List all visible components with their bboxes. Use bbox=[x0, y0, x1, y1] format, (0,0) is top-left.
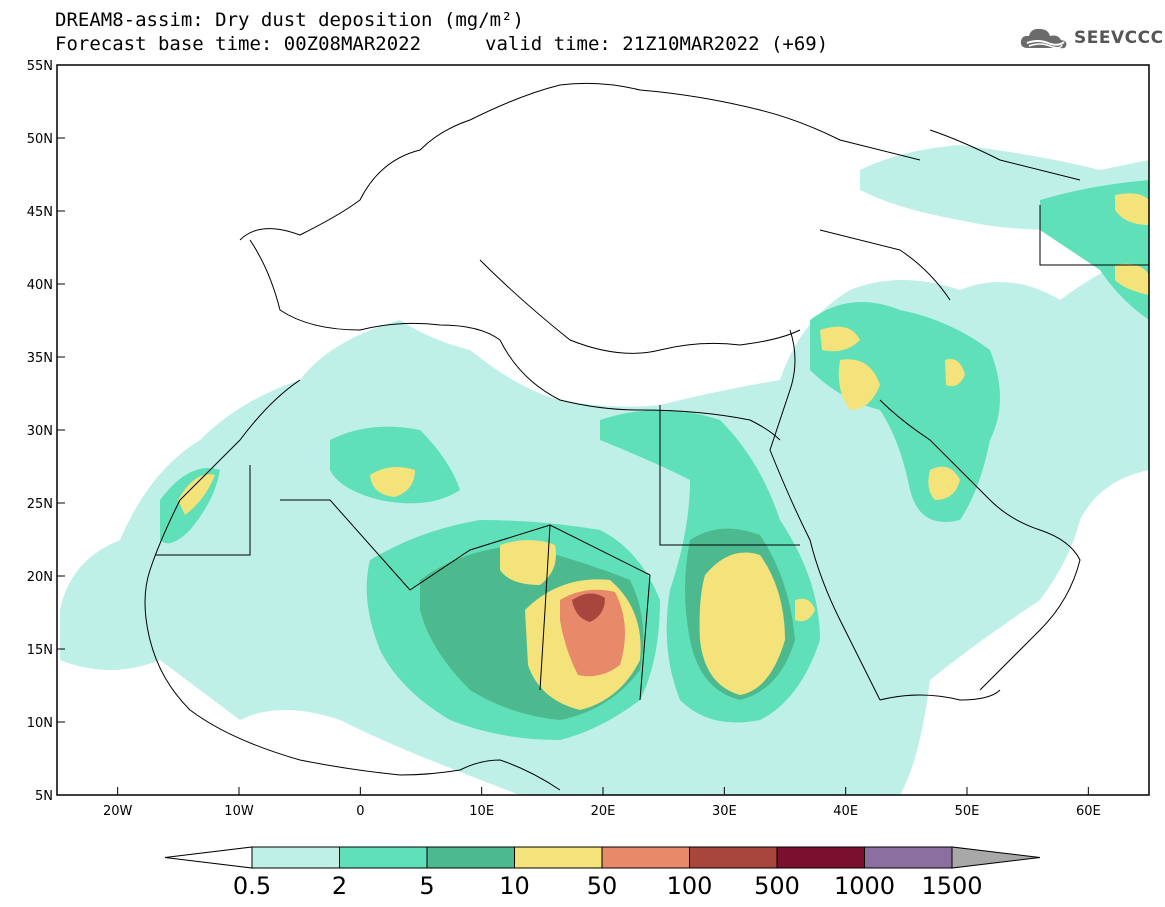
colorbar-swatch bbox=[426, 846, 515, 869]
lon-tick-label: 50E bbox=[955, 804, 980, 819]
lon-tick-label: 40E bbox=[833, 804, 858, 819]
dust-field-2-5-sahara bbox=[330, 426, 460, 504]
colorbar-swatch bbox=[339, 846, 428, 869]
colorbar-swatch bbox=[776, 846, 865, 869]
colorbar-label: 5 bbox=[419, 872, 435, 900]
colorbar-label: 1500 bbox=[921, 872, 983, 900]
lon-tick-label: 10W bbox=[224, 804, 254, 819]
forecast-base-time: Forecast base time: 00Z08MAR2022 bbox=[55, 33, 422, 55]
seevccc-logo: SEEVCCC bbox=[1018, 24, 1164, 52]
dust-field-10-50-uzbek bbox=[1115, 263, 1149, 295]
colorbar-label: 0.5 bbox=[232, 872, 272, 900]
colorbar-label: 10 bbox=[499, 872, 530, 900]
colorbar-label: 2 bbox=[331, 872, 348, 900]
colorbar-swatch bbox=[864, 846, 953, 869]
lat-tick-label: 25N bbox=[27, 497, 53, 512]
lon-tick-label: 20W bbox=[103, 804, 133, 819]
lat-tick-label: 55N bbox=[27, 59, 53, 74]
lat-tick-label: 50N bbox=[27, 132, 53, 147]
dust-field-10-50-iran bbox=[945, 359, 965, 387]
dust-field-10-50-niger bbox=[500, 540, 556, 585]
cloud-icon bbox=[1020, 28, 1067, 49]
lat-tick-label: 5N bbox=[35, 789, 53, 804]
valid-time: valid time: 21Z10MAR2022 (+69) bbox=[485, 33, 829, 55]
lat-tick-label: 20N bbox=[27, 570, 53, 585]
map-title: DREAM8-assim: Dry dust deposition (mg/m²… bbox=[55, 9, 524, 31]
colorbar-label: 50 bbox=[586, 872, 618, 900]
lon-tick-label: 0 bbox=[356, 804, 364, 819]
lat-tick-label: 35N bbox=[27, 351, 53, 366]
lat-tick-label: 45N bbox=[27, 205, 53, 220]
logo-text: SEEVCCC bbox=[1074, 28, 1164, 48]
colorbar-over-triangle bbox=[951, 846, 1041, 869]
colorbar-label: 1000 bbox=[833, 872, 896, 900]
lat-tick-label: 40N bbox=[27, 278, 53, 293]
dust-field-10-50-saudi bbox=[928, 466, 960, 500]
coastlines bbox=[144, 82, 1149, 791]
colorbar-label: 500 bbox=[754, 872, 800, 900]
dust-field-10-50-westsahara bbox=[178, 474, 215, 515]
colorbar-swatch bbox=[601, 846, 690, 869]
dust-field-10-50-kazakh bbox=[1115, 193, 1149, 225]
colorbar-under-triangle bbox=[164, 846, 253, 869]
colorbar-swatch bbox=[689, 846, 778, 869]
dust-field bbox=[60, 145, 1149, 795]
colorbar-label: 100 bbox=[666, 872, 713, 900]
dust-field-10-50-algeria bbox=[370, 466, 415, 497]
lon-tick-label: 30E bbox=[712, 804, 737, 819]
lon-axis: 20W 10W 0 10E 20E 30E 40E 50E 60E bbox=[103, 787, 1101, 819]
lon-tick-label: 20E bbox=[591, 804, 616, 819]
lon-tick-label: 60E bbox=[1076, 804, 1101, 819]
dust-field-100-500 bbox=[572, 593, 605, 622]
colorbar-swatch bbox=[514, 846, 603, 869]
lat-tick-label: 15N bbox=[27, 643, 53, 658]
lat-tick-label: 10N bbox=[27, 716, 53, 731]
lon-tick-label: 10E bbox=[469, 804, 494, 819]
lat-axis: 55N 50N 45N 40N 35N 30N 25N 20N 15N 10N 5N bbox=[27, 59, 65, 804]
colorbar bbox=[164, 846, 1041, 869]
lat-tick-label: 30N bbox=[27, 424, 53, 439]
dust-field-10-50-sudan bbox=[699, 552, 785, 695]
dust-field-10-50-ethiopia bbox=[795, 598, 815, 622]
colorbar-swatch bbox=[251, 846, 340, 869]
dust-field-2-5-mideast bbox=[810, 302, 1000, 522]
dust-field-10-50-iraq bbox=[838, 359, 880, 410]
dust-field-10-50-syria bbox=[820, 326, 860, 352]
